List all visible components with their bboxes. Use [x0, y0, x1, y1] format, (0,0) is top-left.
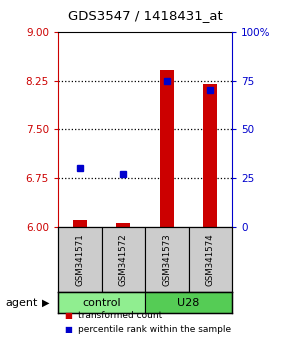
Text: GDS3547 / 1418431_at: GDS3547 / 1418431_at [68, 10, 222, 22]
Text: U28: U28 [177, 298, 200, 308]
Text: ▶: ▶ [42, 298, 50, 308]
Text: GSM341572: GSM341572 [119, 233, 128, 286]
Text: GSM341571: GSM341571 [75, 233, 84, 286]
Text: GSM341574: GSM341574 [206, 233, 215, 286]
Bar [102, 227, 145, 292]
Bar [160, 69, 174, 227]
Text: control: control [82, 298, 121, 308]
Text: ■: ■ [64, 311, 72, 320]
Text: agent: agent [6, 298, 38, 308]
Bar [203, 84, 217, 227]
Text: GSM341573: GSM341573 [162, 233, 171, 286]
Bar [73, 220, 87, 227]
Bar [116, 223, 130, 227]
Text: percentile rank within the sample: percentile rank within the sample [78, 325, 231, 334]
Text: transformed count: transformed count [78, 311, 163, 320]
Bar [58, 292, 145, 313]
Text: ■: ■ [64, 325, 72, 334]
Bar [145, 227, 188, 292]
Bar [188, 227, 232, 292]
Bar [58, 227, 102, 292]
Bar [145, 292, 232, 313]
